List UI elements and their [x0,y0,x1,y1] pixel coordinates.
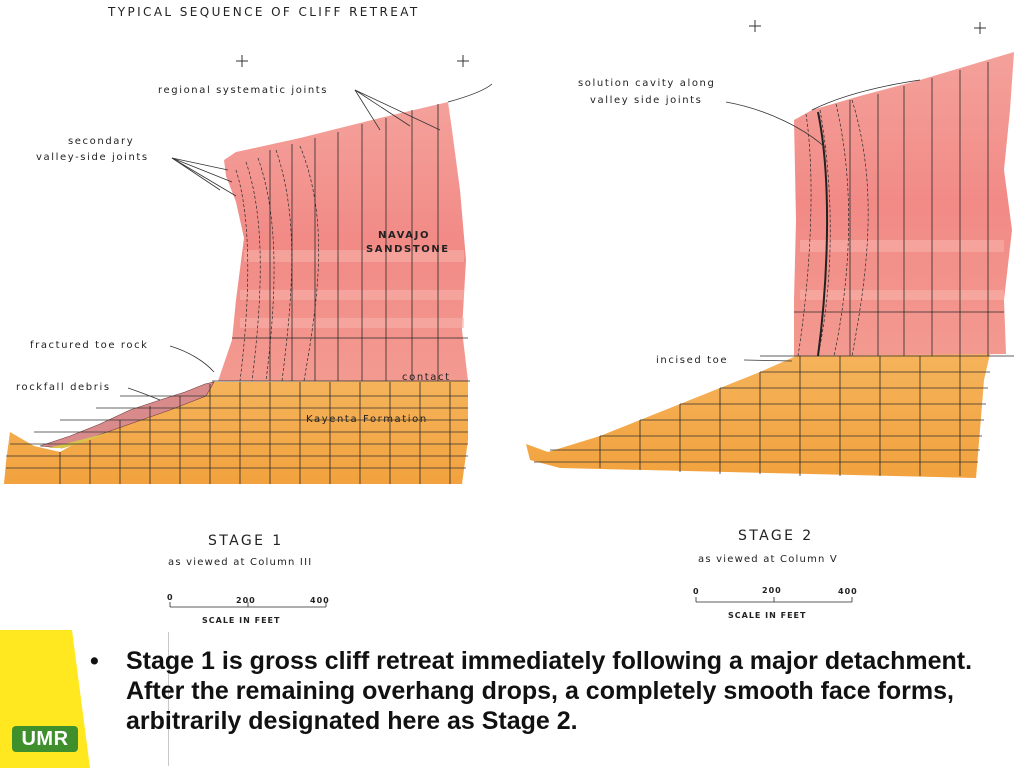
svg-text:400: 400 [310,596,330,605]
svg-text:SCALE IN FEET: SCALE IN FEET [728,611,806,620]
stage2-title: STAGE 2 [738,528,814,544]
svg-text:200: 200 [236,596,256,605]
caption-list: Stage 1 is gross cliff retreat immediate… [86,646,1006,736]
svg-text:SCALE IN FEET: SCALE IN FEET [202,616,280,625]
cliff-retreat-diagram: TYPICAL SEQUENCE OF CLIFF RETREAT [4,5,1014,625]
stage2-viewed: as viewed at Column V [698,554,838,565]
svg-text:400: 400 [838,587,858,596]
stage2-scale-bar: 0 200 400 SCALE IN FEET [693,586,858,620]
svg-text:0: 0 [167,593,174,602]
stage1-title: STAGE 1 [208,533,284,549]
label-valley-side-joints-2: valley side joints [590,95,702,106]
label-secondary: secondary [68,136,134,147]
diagram-title: TYPICAL SEQUENCE OF CLIFF RETREAT [107,5,420,19]
stage1-cross-section: regional systematic joints secondary val… [4,83,493,625]
label-navajo: NAVAJO [378,230,430,241]
label-sandstone: SANDSTONE [366,244,450,255]
stage1-navajo-sandstone [218,102,468,381]
svg-text:200: 200 [762,586,782,595]
stage2-cross-section: solution cavity along valley side joints… [526,52,1014,620]
stage2-kayenta-formation [526,354,990,478]
slide-footer: UMR Stage 1 is gross cliff retreat immed… [0,630,1024,768]
label-solution-cavity: solution cavity along [578,78,715,89]
label-kayenta-formation: Kayenta Formation [306,414,428,425]
svg-text:0: 0 [693,587,700,596]
label-contact: contact [402,372,451,383]
reference-crosses [236,20,986,67]
stage1-scale-bar: 0 200 400 SCALE IN FEET [167,593,330,625]
label-valley-side-joints: valley-side joints [36,152,149,163]
label-fractured-toe-rock: fractured toe rock [30,340,149,351]
stage1-viewed: as viewed at Column III [168,557,312,568]
stage1-rockfall-debris [39,381,215,449]
label-rockfall-debris: rockfall debris [16,382,111,393]
caption-bullet: Stage 1 is gross cliff retreat immediate… [86,646,1006,736]
label-incised-toe: incised toe [656,355,728,366]
label-regional-joints: regional systematic joints [158,85,328,96]
stage1-kayenta-formation [4,381,468,484]
umr-logo: UMR [12,726,78,752]
